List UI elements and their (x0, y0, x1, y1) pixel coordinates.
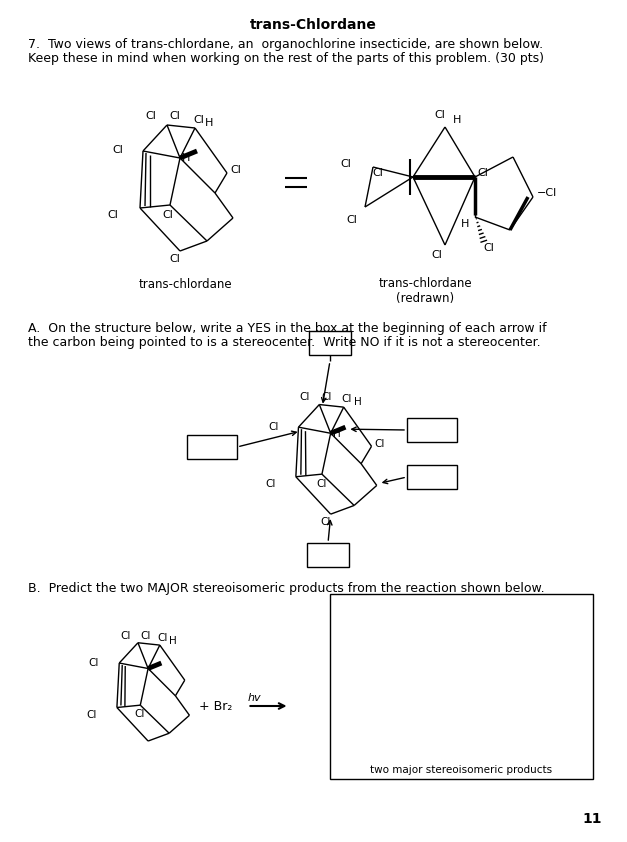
Text: Cl: Cl (431, 250, 443, 260)
Bar (407, 418, 457, 442)
Text: H: H (333, 429, 340, 440)
Text: trans-chlordane: trans-chlordane (138, 278, 232, 291)
Text: Cl: Cl (483, 243, 494, 253)
Text: two major stereoisomeric products: two major stereoisomeric products (370, 765, 552, 775)
Text: A.  On the structure below, write a YES in the box at the beginning of each arro: A. On the structure below, write a YES i… (28, 322, 547, 335)
Bar (307, 543, 349, 567)
Text: hv: hv (248, 693, 261, 703)
Text: + Br₂: + Br₂ (199, 700, 233, 712)
Text: H: H (182, 153, 191, 163)
Text: Cl: Cl (193, 115, 204, 125)
Text: trans-Chlordane: trans-Chlordane (250, 18, 376, 32)
Bar (309, 331, 351, 355)
Text: H: H (453, 115, 461, 125)
Bar (187, 435, 237, 459)
Text: Cl: Cl (169, 111, 180, 121)
Text: Cl: Cl (316, 479, 326, 489)
Text: Cl: Cl (134, 709, 145, 719)
Text: Cl: Cl (372, 168, 383, 178)
Text: 7.  Two views of trans-chlordane, an  organochlorine insecticide, are shown belo: 7. Two views of trans-chlordane, an orga… (28, 38, 543, 51)
Text: H: H (461, 219, 470, 229)
Text: Cl: Cl (346, 215, 357, 225)
Bar (407, 465, 457, 489)
Text: Cl: Cl (87, 710, 97, 720)
Text: Cl: Cl (107, 210, 118, 220)
Text: H: H (354, 397, 361, 408)
Text: B.  Predict the two MAJOR stereoisomeric products from the reaction shown below.: B. Predict the two MAJOR stereoisomeric … (28, 582, 545, 595)
Text: Cl: Cl (162, 210, 173, 220)
Bar (330, 594, 593, 779)
Text: Cl: Cl (169, 254, 181, 264)
Text: Keep these in mind when working on the rest of the parts of this problem. (30 pt: Keep these in mind when working on the r… (28, 52, 544, 65)
Text: Cl: Cl (320, 517, 331, 527)
Text: Cl: Cl (322, 392, 332, 402)
Text: Cl: Cl (268, 422, 278, 432)
Text: the carbon being pointed to is a stereocenter.  Write NO if it is not a stereoce: the carbon being pointed to is a stereoc… (28, 336, 540, 349)
Text: −Cl: −Cl (537, 188, 557, 198)
Text: Cl: Cl (158, 633, 168, 643)
Text: Cl: Cl (140, 631, 150, 641)
Text: Cl: Cl (342, 394, 352, 404)
Text: Cl: Cl (340, 159, 351, 169)
Text: Cl: Cl (145, 111, 156, 121)
Text: Cl: Cl (265, 479, 276, 488)
Text: trans-chlordane
(redrawn): trans-chlordane (redrawn) (378, 277, 472, 305)
Text: Cl: Cl (435, 110, 445, 120)
Text: Cl: Cl (230, 165, 241, 175)
Text: Cl: Cl (120, 631, 130, 641)
Text: Cl: Cl (374, 440, 385, 450)
Text: Cl: Cl (477, 168, 488, 178)
Text: H: H (205, 118, 213, 128)
Text: Cl: Cl (89, 658, 99, 668)
Text: Cl: Cl (112, 145, 123, 155)
Text: H: H (169, 636, 177, 646)
Text: 11: 11 (582, 812, 602, 826)
Text: Cl: Cl (299, 392, 310, 402)
